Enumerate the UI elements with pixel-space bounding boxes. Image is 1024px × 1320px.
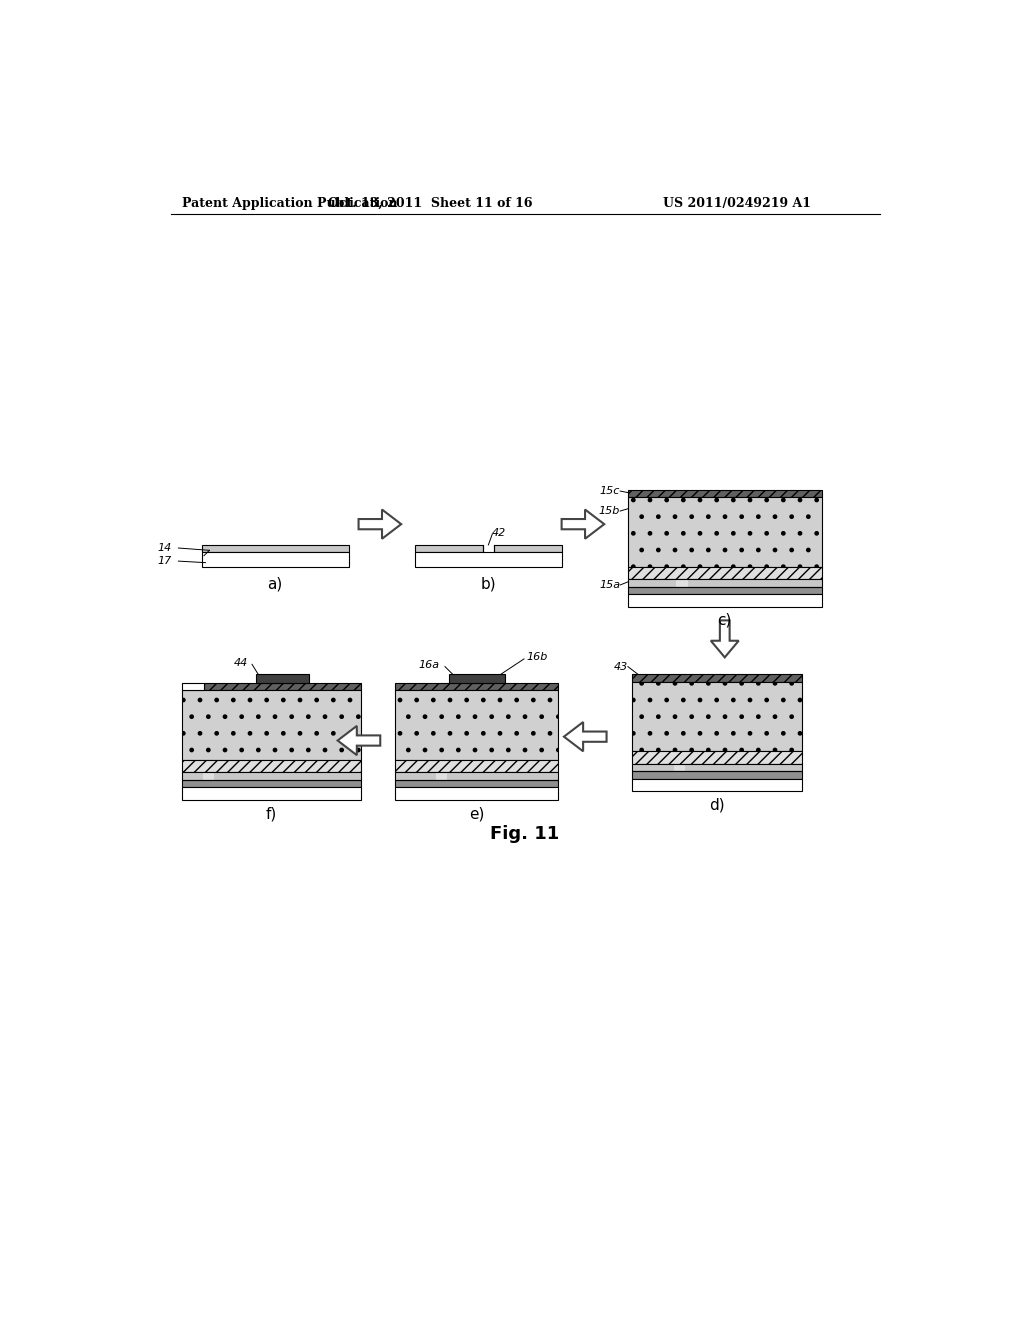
Text: 16b: 16b <box>526 652 548 663</box>
Bar <box>628 594 821 607</box>
Text: 17: 17 <box>158 556 172 566</box>
Text: f): f) <box>266 807 278 821</box>
Polygon shape <box>561 510 604 539</box>
Bar <box>395 682 558 690</box>
Bar <box>182 690 360 760</box>
Text: 15a: 15a <box>599 579 621 590</box>
Bar <box>628 566 821 579</box>
Bar <box>446 772 558 780</box>
Bar <box>688 578 821 586</box>
Text: 14: 14 <box>158 543 172 553</box>
Bar <box>203 772 214 780</box>
Bar <box>632 682 802 751</box>
Bar <box>675 763 685 771</box>
Text: a): a) <box>267 577 283 591</box>
Bar <box>214 772 360 780</box>
Bar <box>415 545 483 552</box>
Polygon shape <box>358 510 401 539</box>
Bar <box>449 675 505 682</box>
Bar <box>685 763 802 771</box>
Bar <box>632 771 802 779</box>
Bar <box>395 772 435 780</box>
Bar <box>182 780 360 788</box>
Bar <box>202 545 349 552</box>
Bar <box>395 690 558 760</box>
Bar <box>204 682 360 690</box>
Bar <box>415 552 562 568</box>
Text: Oct. 13, 2011  Sheet 11 of 16: Oct. 13, 2011 Sheet 11 of 16 <box>328 197 532 210</box>
Bar <box>395 760 558 772</box>
Polygon shape <box>564 722 606 751</box>
Bar <box>182 772 360 780</box>
Bar <box>395 772 558 780</box>
Text: US 2011/0249219 A1: US 2011/0249219 A1 <box>663 197 811 210</box>
Bar <box>628 578 676 586</box>
Bar <box>395 788 558 800</box>
Text: 42: 42 <box>493 528 507 537</box>
Bar <box>632 763 675 771</box>
Bar <box>632 779 802 792</box>
Text: b): b) <box>480 577 497 591</box>
Bar <box>182 682 204 690</box>
Text: 43: 43 <box>613 661 628 672</box>
Bar <box>395 780 558 788</box>
Text: Patent Application Publication: Patent Application Publication <box>182 197 397 210</box>
Bar <box>182 772 203 780</box>
Bar <box>202 552 349 568</box>
Bar <box>182 760 360 772</box>
Bar <box>435 772 446 780</box>
Bar <box>632 751 802 763</box>
Text: 15b: 15b <box>599 506 621 516</box>
Text: d): d) <box>710 797 725 813</box>
Bar <box>632 763 802 771</box>
Bar <box>182 788 360 800</box>
Bar <box>628 586 821 594</box>
Text: 16a: 16a <box>419 660 439 671</box>
Bar <box>628 490 821 498</box>
Bar <box>676 578 688 586</box>
Text: Fig. 11: Fig. 11 <box>490 825 559 843</box>
Bar <box>632 675 802 682</box>
Bar <box>494 545 562 552</box>
Polygon shape <box>338 726 380 755</box>
Bar <box>256 675 308 682</box>
Text: c): c) <box>718 612 732 628</box>
Polygon shape <box>711 620 738 657</box>
Bar <box>628 578 821 586</box>
Bar <box>628 498 821 566</box>
Text: e): e) <box>469 807 484 821</box>
Text: 44: 44 <box>233 657 248 668</box>
Text: 15c: 15c <box>600 486 621 496</box>
